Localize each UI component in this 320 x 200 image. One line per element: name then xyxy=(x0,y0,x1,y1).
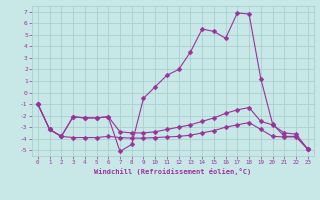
X-axis label: Windchill (Refroidissement éolien,°C): Windchill (Refroidissement éolien,°C) xyxy=(94,168,252,175)
